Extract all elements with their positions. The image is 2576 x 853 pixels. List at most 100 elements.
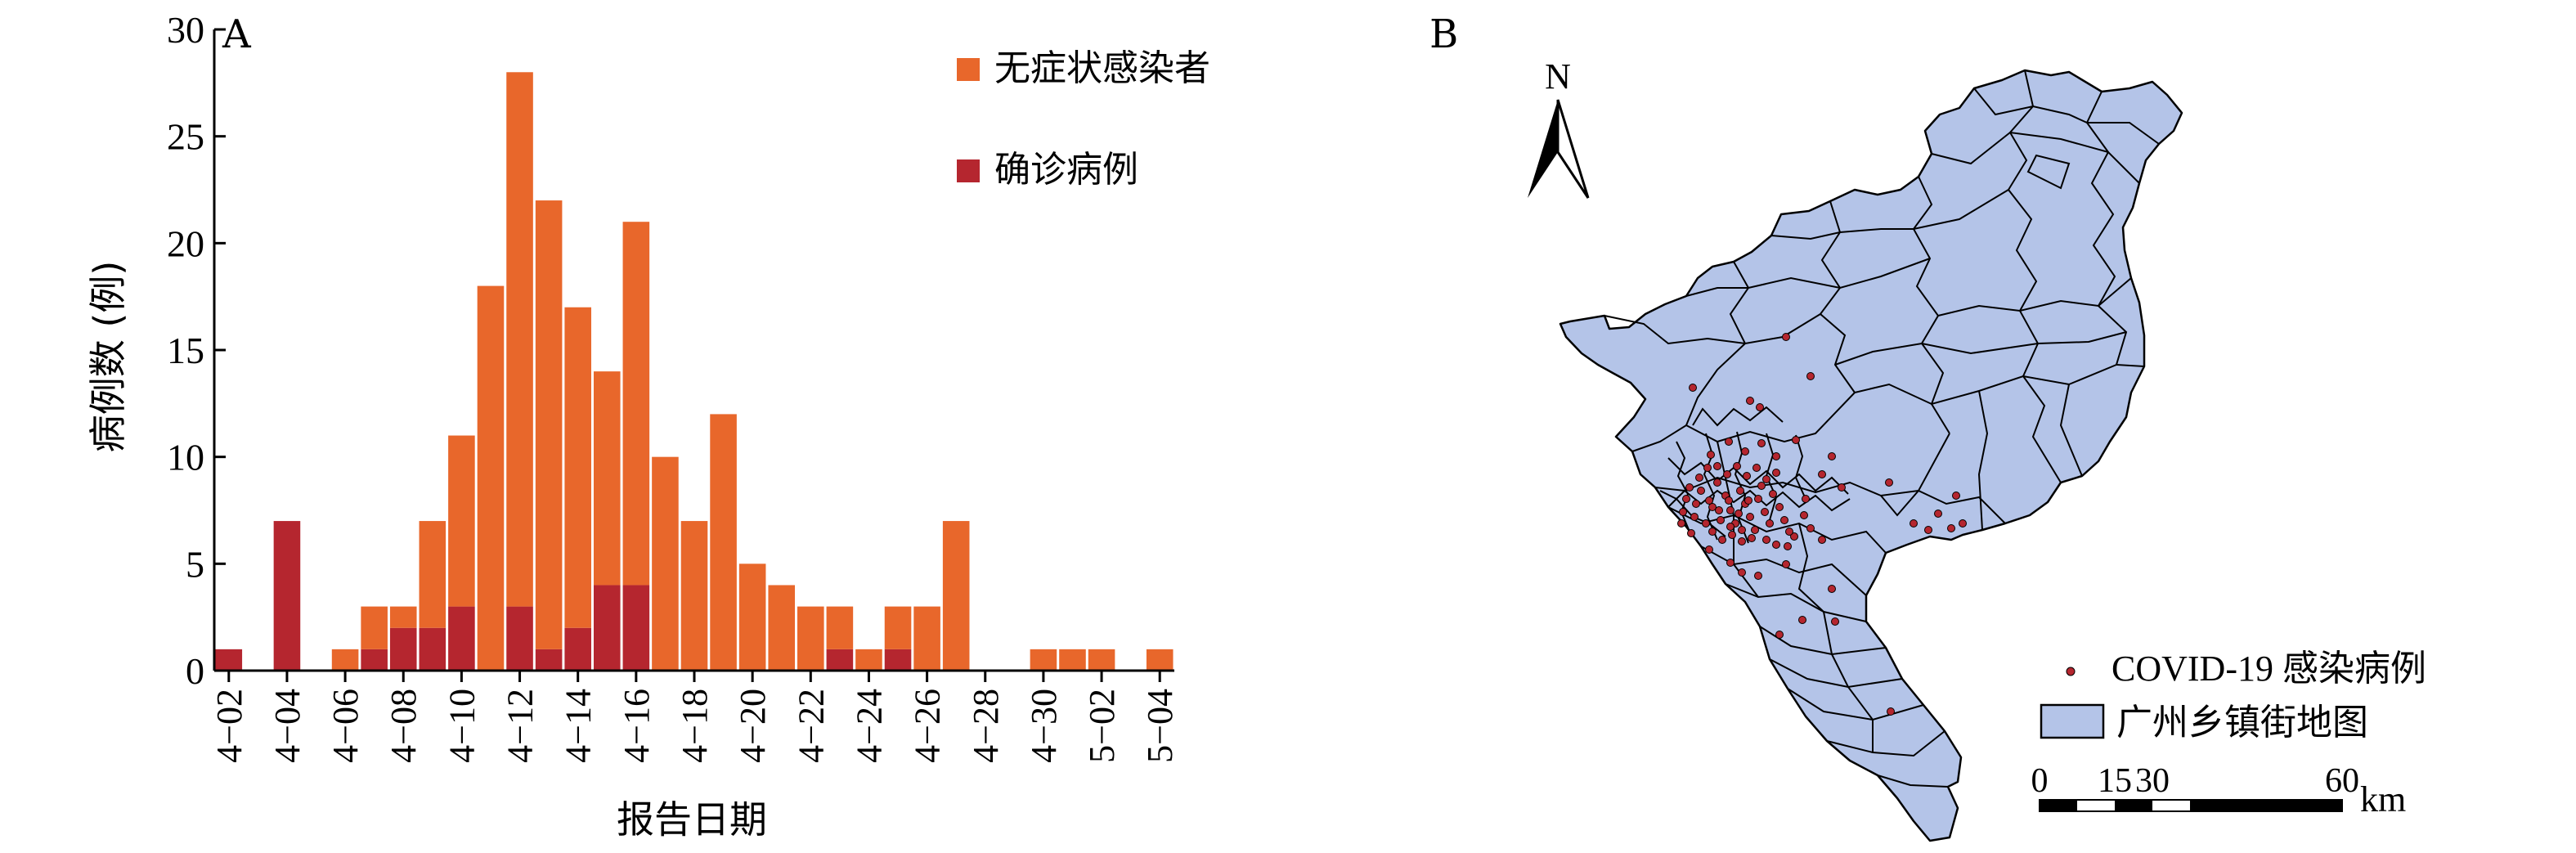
case-point (1828, 585, 1836, 593)
town-boundary (1692, 406, 1784, 427)
case-point (1751, 526, 1759, 534)
legend-polygon-label: 广州乡镇街地图 (2116, 702, 2368, 743)
y-tick-label: 20 (167, 222, 204, 264)
legend-swatch-confirmed (957, 159, 980, 182)
case-point (1780, 516, 1788, 524)
x-tick-label: 4−04 (267, 689, 307, 763)
legend: 无症状感染者 确诊病例 (957, 47, 1210, 191)
case-point (1705, 496, 1713, 505)
bar-asymptomatic-4-13 (535, 200, 563, 649)
town-boundary (1770, 189, 2009, 240)
x-tick-label: 4−14 (559, 689, 599, 763)
case-point (1818, 536, 1826, 544)
case-point (1738, 568, 1746, 577)
case-point (1806, 524, 1815, 532)
scale-tick-30: 30 (2135, 762, 2170, 800)
case-point (1687, 529, 1695, 537)
north-label: N (1545, 56, 1571, 97)
case-point (1792, 436, 1800, 444)
x-tick-label: 4−18 (675, 689, 715, 763)
case-point (1723, 470, 1731, 478)
town-boundary (1819, 200, 1856, 393)
case-point (1733, 462, 1741, 470)
case-point (1766, 519, 1774, 528)
case-point (1692, 500, 1700, 508)
case-point (1726, 506, 1735, 514)
case-point (1775, 631, 1784, 639)
x-tick-label: 5−04 (1140, 689, 1180, 763)
scale-tick-0: 0 (2031, 762, 2049, 800)
bar-confirmed-4-08 (389, 627, 417, 671)
town-boundary (1977, 390, 1989, 531)
case-point (1690, 513, 1699, 521)
x-tick-label: 4−12 (500, 689, 541, 763)
y-axis-title: 病例数 (例) (86, 261, 130, 453)
case-point (1725, 438, 1733, 446)
case-point (1772, 452, 1780, 460)
y-axis: 0 5 10 15 20 25 30 (167, 9, 226, 692)
case-point (1741, 447, 1749, 456)
town-boundary (1631, 392, 1856, 452)
case-point (1707, 451, 1715, 459)
x-tick-label: 4−02 (209, 689, 249, 763)
case-point (1702, 519, 1710, 528)
bar-asymptomatic-4-15 (593, 371, 621, 586)
case-point (1756, 403, 1764, 411)
bar-asymptomatic-4-16 (622, 222, 650, 586)
bar-asymptomatic-5-02 (1088, 649, 1115, 671)
town-boundary (1912, 176, 1950, 434)
scale-bar-segment (2190, 800, 2342, 811)
bar-confirmed-4-02 (215, 649, 243, 671)
panel-b-map: B N (1429, 11, 2426, 842)
y-tick-label: 25 (167, 116, 204, 158)
case-point (1772, 469, 1780, 477)
bar-confirmed-4-04 (273, 521, 301, 671)
case-point (1762, 536, 1770, 544)
bar-asymptomatic-4-08 (389, 606, 417, 628)
y-tick-label: 30 (167, 9, 204, 51)
bar-asymptomatic-4-22 (797, 606, 824, 671)
case-point (1757, 439, 1766, 447)
town-boundary (2026, 154, 2071, 190)
town-boundary (1734, 431, 1749, 544)
case-point (1736, 487, 1744, 495)
y-tick-label: 15 (167, 330, 204, 371)
bar-asymptomatic-5-04 (1146, 649, 1174, 671)
bar-asymptomatic-4-11 (477, 285, 505, 671)
case-points (1677, 333, 1967, 716)
x-tick-label: 4−08 (384, 689, 424, 763)
bar-asymptomatic-4-10 (448, 435, 475, 607)
town-boundary (1787, 688, 1924, 721)
case-point (1785, 528, 1793, 536)
north-arrow: N (1528, 56, 1590, 199)
bar-asymptomatic-4-21 (768, 585, 796, 671)
case-point (1738, 537, 1746, 545)
case-point (1718, 536, 1726, 544)
bar-asymptomatic-4-18 (680, 521, 708, 671)
case-point (1798, 616, 1806, 624)
bar-asymptomatic-4-23 (826, 606, 854, 649)
bar-confirmed-4-23 (826, 649, 854, 671)
map-outline (1559, 69, 2183, 842)
case-point (1754, 572, 1762, 580)
town-boundary (1877, 774, 1949, 788)
town-boundary (1931, 131, 2140, 184)
town-boundary (1685, 258, 1931, 297)
case-point (1775, 503, 1784, 511)
case-point (1726, 559, 1735, 567)
x-tick-label: 4−16 (617, 689, 657, 763)
case-point (1885, 478, 1893, 487)
bar-confirmed-4-13 (535, 649, 563, 671)
case-point (1831, 617, 1839, 626)
town-boundary (1667, 457, 1849, 495)
case-point (1828, 452, 1836, 460)
bar-confirmed-4-14 (564, 627, 591, 671)
scale-tick-15: 15 (2098, 762, 2132, 800)
case-point (1910, 519, 1918, 528)
case-point (1952, 492, 1960, 500)
case-point (1685, 483, 1694, 492)
scale-unit: km (2360, 779, 2406, 819)
legend-swatch-asymptomatic (957, 58, 980, 81)
